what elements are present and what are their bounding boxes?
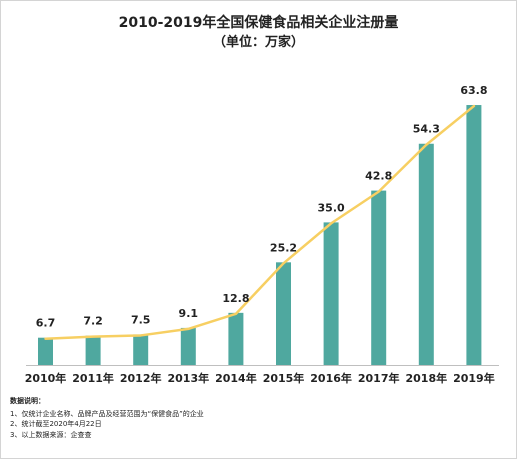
x-tick-label: 2014年	[215, 371, 257, 385]
x-tick-label: 2010年	[25, 371, 67, 385]
bar	[133, 334, 149, 365]
data-notes: 数据说明： 1、仅统计企业名称、品牌产品及经营范围为“保健食品”的企业 2、统计…	[10, 396, 204, 440]
data-label: 25.2	[270, 241, 297, 254]
bar	[180, 327, 196, 365]
bar	[85, 335, 101, 365]
data-label: 63.8	[460, 84, 487, 97]
data-label: 54.3	[413, 123, 440, 136]
x-tick-label: 2013年	[167, 371, 209, 385]
bar	[38, 337, 53, 365]
data-label: 12.8	[222, 292, 249, 305]
bar	[228, 312, 244, 365]
x-tick-label: 2012年	[120, 371, 162, 385]
note-item: 1、仅统计企业名称、品牌产品及经营范围为“保健食品”的企业	[10, 409, 204, 418]
data-label: 6.7	[36, 317, 56, 330]
bar	[371, 190, 387, 365]
notes-heading: 数据说明：	[10, 397, 45, 405]
note-item: 2、统计截至2020年4月22日	[10, 420, 102, 428]
chart-subtitle: （单位：万家）	[212, 35, 304, 50]
note-item: 3、以上数据来源：企查查	[10, 430, 92, 439]
x-tick-label: 2017年	[358, 371, 400, 385]
x-tick-label: 2016年	[310, 371, 352, 385]
x-tick-label: 2019年	[453, 371, 495, 385]
bar	[466, 105, 482, 365]
trend-line	[44, 104, 476, 340]
x-tick-label: 2011年	[72, 371, 114, 385]
data-label: 35.0	[318, 201, 345, 214]
x-tick-label: 2015年	[263, 371, 305, 385]
bar	[418, 143, 434, 365]
data-label: 7.2	[83, 315, 103, 328]
data-label: 7.5	[131, 313, 151, 326]
bar	[323, 222, 339, 365]
data-label: 42.8	[365, 170, 392, 183]
chart-title: 2010-2019年全国保健食品相关企业注册量	[118, 15, 399, 31]
bar	[276, 262, 291, 365]
x-tick-label: 2018年	[405, 371, 447, 385]
data-label: 9.1	[179, 307, 199, 320]
